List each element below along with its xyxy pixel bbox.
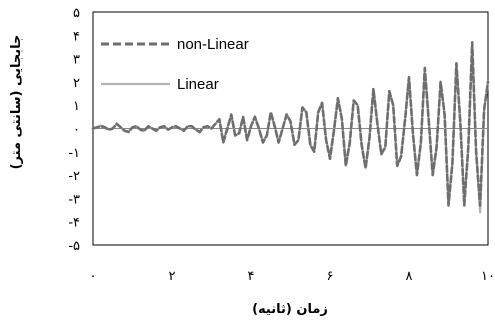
y-tick-label: ۰ (73, 123, 80, 138)
x-axis-title: زمان (ثانیه) (252, 302, 328, 317)
y-tick-label: ۳ (73, 53, 80, 68)
x-tick-label: ۶ (327, 269, 334, 284)
y-axis-ticks: ۵ ۴ ۳ ۲ ۱ ۰ -۱ -۲ -۳ -۴ -۵ (68, 6, 80, 254)
y-tick-label: -۳ (68, 192, 80, 207)
y-tick-label: ۵ (73, 6, 80, 21)
legend-label-non-linear: non-Linear (177, 36, 249, 53)
y-tick-label: -۱ (68, 146, 80, 161)
y-tick-label: -۲ (68, 169, 80, 184)
series-line-non-linear (91, 40, 490, 207)
legend: non-Linear Linear (101, 36, 249, 93)
series-layer (91, 40, 490, 214)
x-axis-ticks: ۰ ۲ ۴ ۶ ۸ ۱۰ (90, 269, 495, 284)
y-tick-label: ۴ (73, 29, 80, 44)
y-tick-label: ۲ (73, 76, 80, 91)
x-tick-label: ۴ (248, 269, 255, 284)
x-tick-label: ۸ (406, 269, 413, 284)
legend-label-linear: Linear (177, 76, 219, 93)
x-tick-label: ۱۰ (481, 269, 495, 284)
x-tick-label: ۲ (169, 269, 176, 284)
x-tick-label: ۰ (90, 269, 97, 284)
y-tick-label: -۴ (68, 216, 80, 231)
y-tick-label: -۵ (68, 239, 80, 254)
y-tick-label: ۱ (73, 99, 80, 114)
y-axis-title: جابجایی (سانتی متر) (9, 35, 24, 170)
